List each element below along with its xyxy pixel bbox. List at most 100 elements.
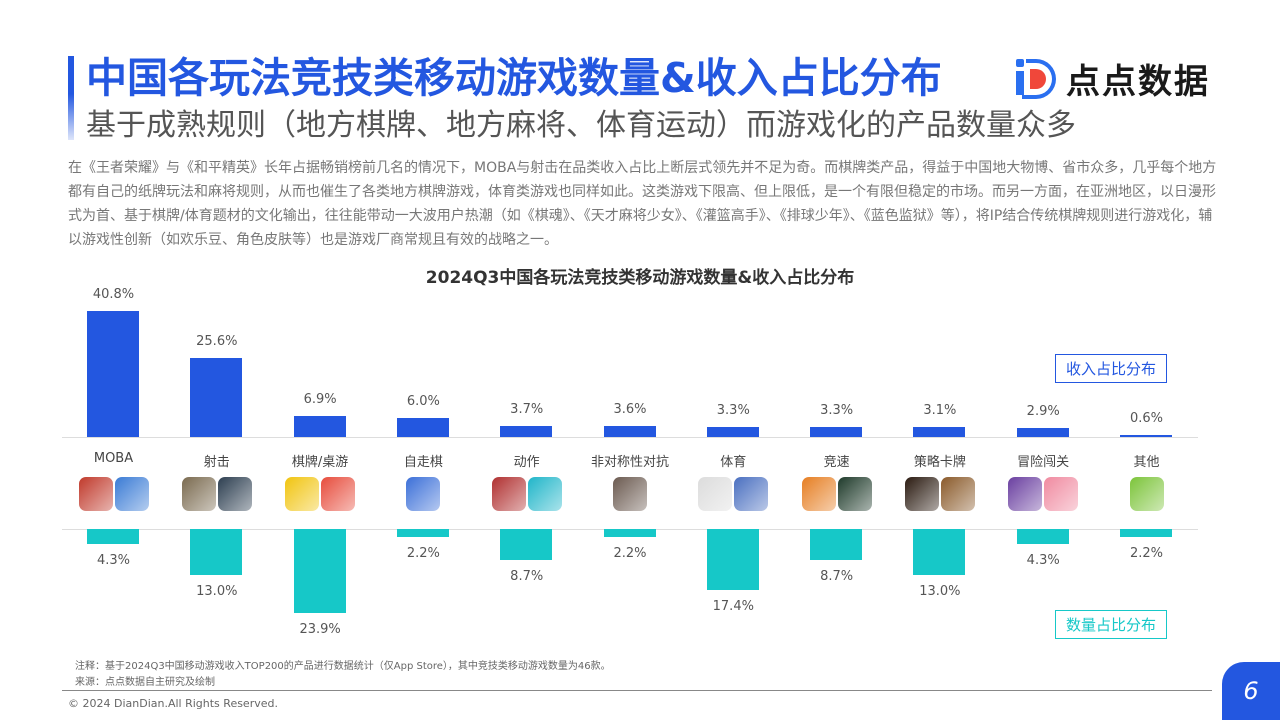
revenue-axis-line (62, 437, 1198, 438)
count-value-label: 8.7% (820, 568, 854, 584)
category-label: 体育 (720, 455, 747, 470)
revenue-bar (87, 310, 139, 437)
revenue-value-label: 0.6% (1129, 411, 1164, 426)
category-label: MOBA (93, 451, 134, 466)
chart-title: 2024Q3中国各玩法竞技类移动游戏数量&收入占比分布 (425, 268, 855, 288)
app-icon-group (785, 477, 888, 511)
app-icon (734, 477, 769, 511)
revenue-bar (603, 425, 656, 437)
revenue-value-label: 3.1% (923, 403, 957, 419)
app-icon-group (682, 477, 785, 511)
count-bar (87, 529, 139, 545)
app-icon (217, 477, 252, 511)
category-label: 射击 (203, 455, 230, 470)
category-label: 棋牌/桌游 (291, 455, 349, 470)
count-bar (500, 529, 553, 560)
revenue-bar (810, 426, 863, 437)
revenue-bar (913, 427, 966, 437)
legend-revenue: 收入占比分布 (1055, 354, 1168, 383)
revenue-value-label: 3.6% (613, 401, 647, 417)
count-value-label: 13.0% (919, 583, 961, 599)
count-value-label: 23.9% (299, 622, 341, 638)
revenue-value-label: 3.3% (820, 402, 854, 418)
chart-note: 注释：基于2024Q3中国移动游戏收入TOP200的产品进行数据统计（仅App … (75, 661, 611, 672)
revenue-bar (706, 426, 759, 437)
count-value-label: 2.2% (613, 545, 647, 561)
count-bar (603, 529, 656, 537)
count-bar (1120, 529, 1172, 537)
category-label: 冒险闯关 (1017, 455, 1070, 470)
app-icon (114, 477, 149, 511)
app-icon (285, 477, 320, 511)
app-icon-group (1095, 477, 1198, 511)
app-icon (801, 477, 836, 511)
page-title: 中国各玩法竞技类移动游戏数量&收入占比分布 (86, 54, 942, 102)
category-label: 动作 (513, 455, 540, 470)
app-icon (181, 477, 216, 511)
title-accent-bar (68, 56, 74, 140)
revenue-bar (190, 357, 243, 437)
count-value-label: 4.3% (96, 553, 131, 569)
app-icon-group (165, 477, 268, 511)
app-icon (1008, 477, 1043, 511)
revenue-value-label: 6.9% (303, 391, 337, 407)
revenue-value-label: 25.6% (196, 333, 238, 349)
category-label: 其他 (1133, 455, 1160, 470)
category-label: 自走棋 (403, 455, 443, 470)
app-icon-group (992, 477, 1095, 511)
count-value-label: 2.2% (406, 545, 440, 561)
app-icon (527, 477, 562, 511)
brand-logo: 点点数据 (1012, 54, 1210, 103)
count-bar (293, 529, 346, 614)
app-icon (406, 477, 441, 511)
description-paragraph: 在《王者荣耀》与《和平精英》长年占据畅销榜前几名的情况下，MOBA与射击在品类收… (68, 160, 1217, 248)
count-bar (810, 529, 863, 560)
revenue-bar (1016, 428, 1069, 437)
category-label: 策略卡牌 (913, 455, 966, 470)
app-icon (321, 477, 356, 511)
app-icon (837, 477, 872, 511)
count-value-label: 4.3% (1026, 553, 1060, 569)
diandian-logo-icon (1012, 55, 1060, 103)
app-icon-group (475, 477, 578, 511)
footer-divider (62, 690, 1212, 691)
count-value-label: 2.2% (1129, 545, 1164, 561)
revenue-value-label: 40.8% (92, 286, 135, 302)
app-icon-group (888, 477, 991, 511)
app-icon (1044, 477, 1079, 511)
revenue-value-label: 6.0% (406, 394, 440, 410)
category-label: 竞速 (823, 455, 850, 470)
app-icon (491, 477, 526, 511)
app-icon (613, 477, 647, 511)
count-value-label: 13.0% (196, 583, 238, 599)
category-label: 非对称性对抗 (590, 455, 669, 470)
app-icon (698, 477, 733, 511)
revenue-bar (293, 415, 346, 437)
count-value-label: 8.7% (510, 568, 544, 584)
count-bar (396, 529, 449, 537)
app-icon (1129, 477, 1164, 511)
logo-text: 点点数据 (1066, 62, 1210, 102)
app-icon (78, 477, 113, 511)
count-bar (913, 529, 966, 575)
revenue-bar (1120, 435, 1172, 437)
revenue-bar (396, 418, 449, 437)
app-icon (904, 477, 939, 511)
count-bar (1016, 529, 1069, 545)
copyright: © 2024 DianDian.All Rights Reserved. (68, 697, 278, 710)
count-value-label: 17.4% (712, 599, 754, 615)
app-icon-group (269, 477, 372, 511)
app-icon-group (62, 477, 165, 511)
app-icon-group (372, 477, 475, 511)
page-number-badge: 6 (1222, 662, 1280, 720)
app-icon (940, 477, 975, 511)
chart-source: 来源：点点数据自主研究及绘制 (75, 677, 215, 688)
legend-count: 数量占比分布 (1055, 610, 1168, 639)
page-subtitle: 基于成熟规则（地方棋牌、地方麻将、体育运动）而游戏化的产品数量众多 (86, 108, 1076, 143)
revenue-value-label: 3.7% (510, 401, 544, 417)
count-bar (706, 529, 759, 591)
revenue-value-label: 3.3% (716, 402, 750, 418)
app-icon-group (579, 477, 682, 511)
revenue-value-label: 2.9% (1026, 404, 1060, 420)
count-bar (190, 529, 243, 575)
